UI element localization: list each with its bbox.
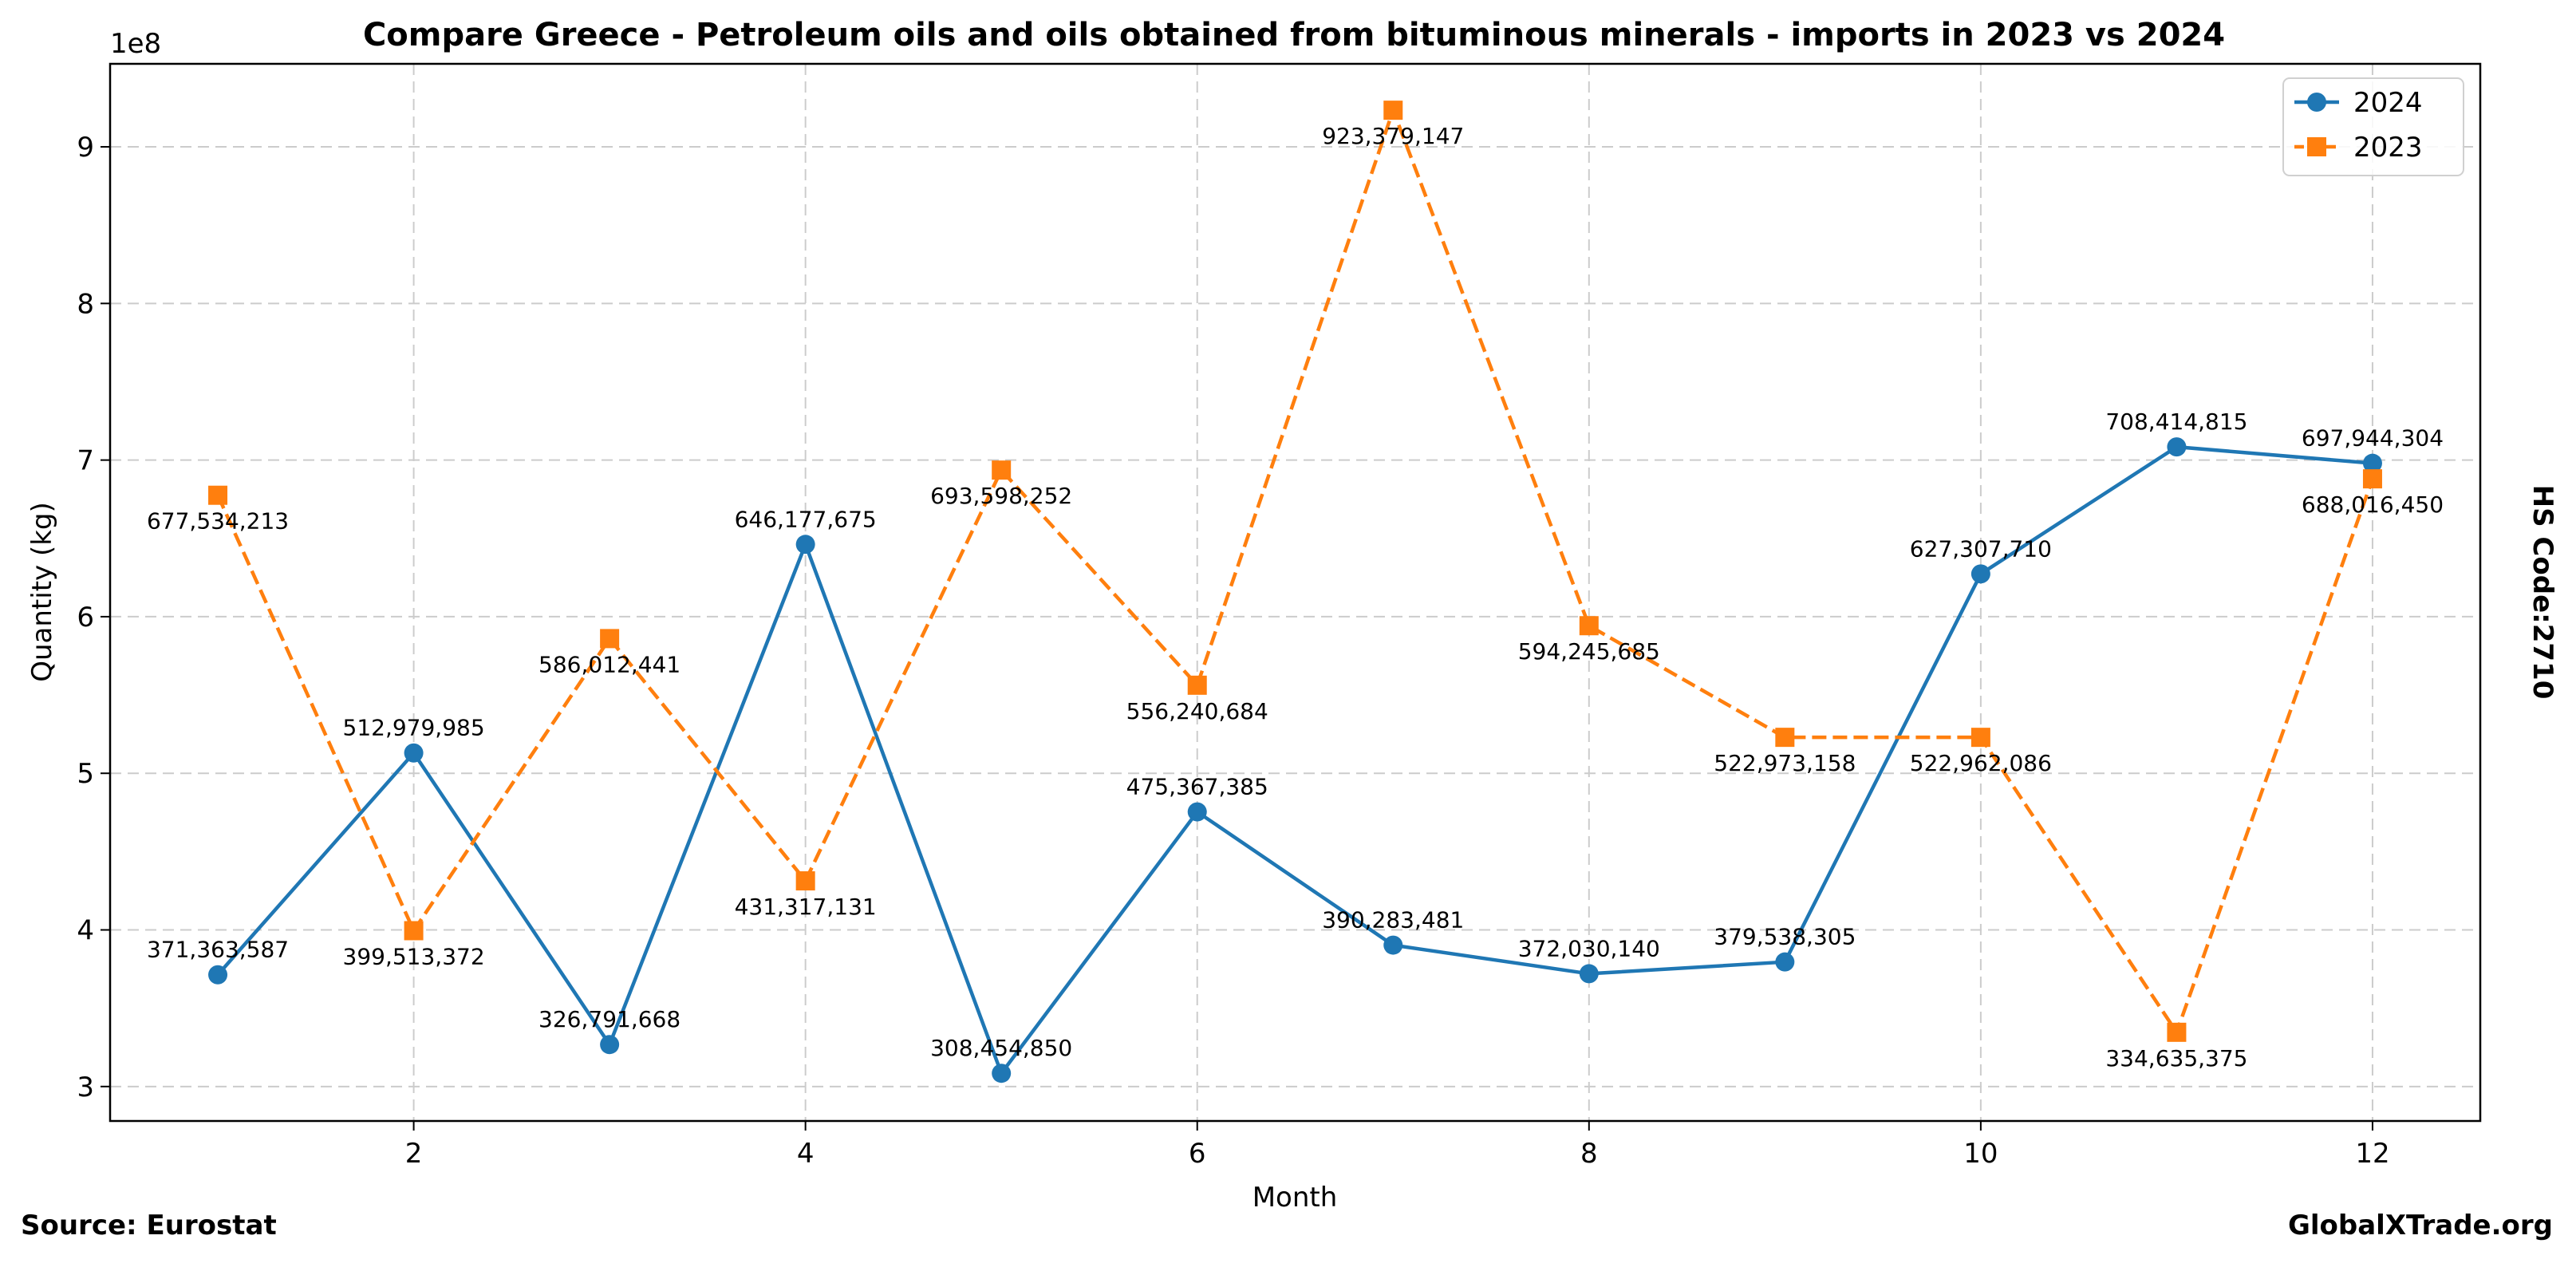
marker-2023 (208, 485, 228, 505)
marker-2023 (1775, 728, 1795, 748)
y-tick-label: 8 (77, 288, 94, 320)
y-tick-label: 5 (77, 758, 94, 790)
legend-label-2023: 2023 (2353, 132, 2423, 164)
marker-2024 (600, 1035, 620, 1055)
marker-2023 (1579, 616, 1599, 636)
series-line-2023 (215, 108, 2375, 1035)
y-tick-label: 4 (77, 915, 94, 947)
legend-marker-2023 (2307, 137, 2326, 156)
data-label-2024: 326,791,668 (538, 1006, 680, 1032)
marker-2024 (2167, 437, 2187, 457)
x-axis-label: Month (1252, 1182, 1338, 1214)
x-tick-label: 12 (2355, 1138, 2389, 1170)
data-label-2023: 431,317,131 (735, 894, 877, 920)
data-label-2024: 308,454,850 (930, 1035, 1072, 1061)
x-axis: 2 4 6 8 10 12 (405, 1121, 2390, 1170)
x-tick-label: 6 (1189, 1138, 1206, 1170)
data-label-2023: 693,598,252 (930, 483, 1072, 509)
marker-2024 (208, 965, 228, 985)
data-label-2024: 708,414,815 (2105, 409, 2247, 435)
data-label-2023: 522,973,158 (1714, 750, 1856, 776)
y-axis-label: Quantity (kg) (26, 502, 58, 682)
data-label-2024: 627,307,710 (1910, 535, 2052, 562)
series-lines (215, 108, 2375, 1076)
data-label-2023: 677,534,213 (147, 508, 289, 535)
data-label-2023: 586,012,441 (538, 651, 680, 677)
marker-2023 (1383, 101, 1403, 120)
legend-label-2024: 2024 (2353, 87, 2423, 119)
data-label-2023: 594,245,685 (1518, 638, 1660, 665)
data-label-2023: 688,016,450 (2302, 491, 2444, 518)
brand-label: GlobalXTrade.org (2288, 1210, 2553, 1241)
data-label-2023: 556,240,684 (1126, 698, 1268, 724)
y-offset-label: 1e8 (110, 28, 161, 60)
marker-2023 (992, 460, 1012, 480)
x-tick-label: 4 (797, 1138, 815, 1170)
y-tick-label: 9 (77, 132, 94, 164)
marker-2024 (1775, 952, 1795, 972)
marker-2024 (795, 535, 815, 555)
y-tick-label: 6 (77, 602, 94, 633)
data-label-2024: 390,283,481 (1322, 907, 1464, 933)
source-label: Source: Eurostat (21, 1210, 277, 1241)
y-axis: 3 4 5 6 7 8 9 (77, 132, 110, 1103)
legend: 2024 2023 (2282, 77, 2464, 176)
marker-2024 (992, 1064, 1012, 1083)
marker-2023 (2167, 1022, 2187, 1042)
data-label-2024: 371,363,587 (147, 937, 289, 963)
data-label-2024: 646,177,675 (735, 506, 877, 532)
marker-2023 (404, 921, 424, 941)
data-label-2024: 512,979,985 (343, 715, 485, 741)
hs-code-label: HS Code:2710 (2527, 485, 2558, 700)
marker-2024 (1579, 964, 1599, 984)
chart-title: Compare Greece - Petroleum oils and oils… (363, 17, 2225, 53)
data-label-2024: 475,367,385 (1126, 774, 1268, 800)
data-label-2024: 372,030,140 (1518, 935, 1660, 961)
marker-2023 (2362, 469, 2382, 489)
data-label-2024: 697,944,304 (2302, 425, 2444, 452)
data-labels: 371,363,587 512,979,985 326,791,668 646,177… (147, 123, 2444, 1072)
marker-2024 (2362, 453, 2382, 473)
data-label-2024: 379,538,305 (1714, 924, 1856, 950)
data-label-2023: 923,379,147 (1322, 123, 1464, 149)
marker-2023 (795, 871, 815, 891)
marker-2024 (1970, 564, 1990, 584)
data-label-2023: 522,962,086 (1910, 750, 2052, 776)
marker-2023 (1187, 675, 1207, 695)
marker-2024 (1187, 802, 1207, 822)
x-tick-label: 10 (1963, 1138, 1998, 1170)
x-tick-label: 8 (1580, 1138, 1598, 1170)
grid (110, 64, 2480, 1121)
plot-frame (108, 62, 2482, 1123)
data-label-2023: 334,635,375 (2105, 1045, 2247, 1072)
marker-2023 (1970, 728, 1990, 748)
series-line-2024 (216, 444, 2373, 1076)
data-label-2023: 399,513,372 (343, 943, 485, 969)
marker-2024 (404, 743, 424, 763)
series-markers (208, 101, 2382, 1083)
y-tick-label: 7 (77, 445, 94, 477)
legend-marker-2024 (2307, 93, 2326, 112)
y-tick-label: 3 (77, 1072, 94, 1103)
marker-2023 (600, 629, 620, 649)
marker-2024 (1383, 935, 1403, 955)
x-tick-label: 2 (405, 1138, 423, 1170)
